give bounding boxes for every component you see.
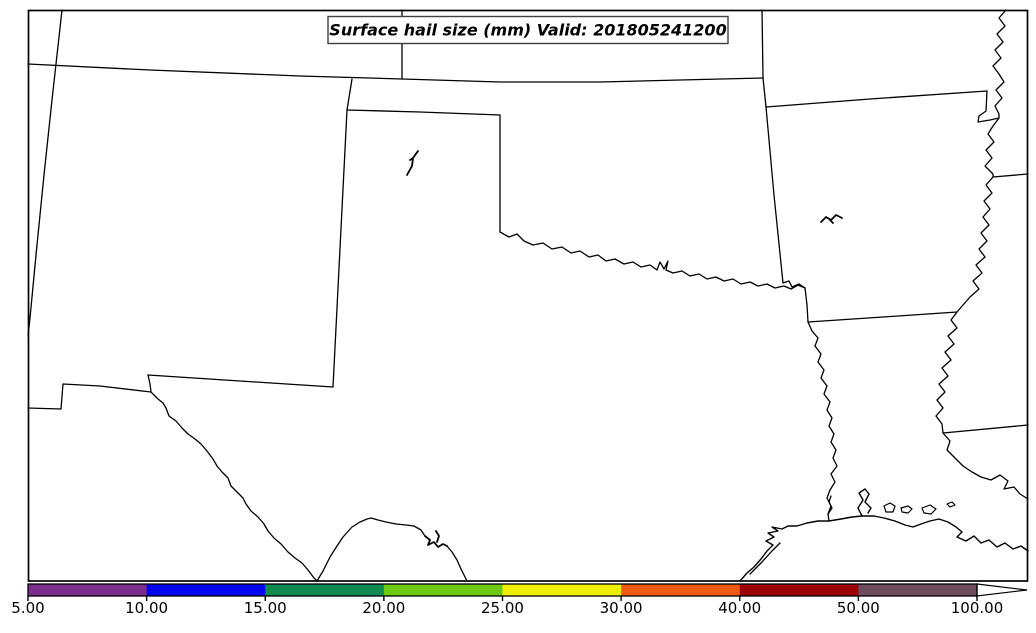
colorbar-segment — [621, 584, 741, 596]
colorbar-tick-label: 20.00 — [362, 599, 405, 617]
colorbar-segment — [265, 584, 385, 596]
lake-meredith — [406, 150, 419, 176]
mexico-border-nm-bootheel — [27, 383, 152, 410]
oklahoma-east-border — [765, 106, 806, 289]
colorbar-tick-label: 5.00 — [11, 599, 44, 617]
amistad-reservoir — [424, 530, 448, 548]
arkansas-lake — [820, 214, 843, 224]
colorbar: 5.00 10.00 15.00 20.00 25.00 30.00 40.00 50.00 1… — [11, 583, 1028, 617]
colorbar-tick-label: 15.00 — [244, 599, 287, 617]
sabine-river-tx-la-border — [807, 321, 838, 522]
colorbar-segment — [502, 584, 622, 596]
colorbar-segment — [146, 584, 266, 596]
map-frame — [27, 9, 1029, 582]
state-border-az-nm — [27, 9, 63, 337]
colorbar-segment — [858, 584, 978, 596]
red-river-border — [499, 231, 806, 290]
state-border-la-ms-31n — [942, 424, 1029, 434]
vermilion-bay — [921, 504, 937, 515]
state-border-mo-ar — [765, 90, 988, 108]
state-border-nm-tx-32n — [147, 374, 334, 388]
colorbar-tick-label: 100.00 — [951, 599, 1004, 617]
colorbar-segment — [739, 584, 859, 596]
barrier-islands — [749, 542, 781, 575]
state-border-37n-parallel — [27, 63, 764, 83]
state-border-tn-ms-35n — [992, 173, 1029, 178]
texas-arkansas-border — [804, 287, 809, 323]
calcasieu-lake — [883, 502, 896, 513]
colorbar-tick-label: 10.00 — [125, 599, 168, 617]
plot-title: Surface hail size (mm) Valid: 2018052412… — [329, 21, 726, 40]
coastal-island — [946, 501, 956, 508]
state-border-ar-la-33n — [807, 311, 958, 323]
colorbar-segment — [28, 584, 148, 596]
mississippi-river — [935, 9, 1029, 500]
sabine-lake — [827, 495, 833, 515]
colorbar-tick-label: 50.00 — [837, 599, 880, 617]
colorbar-tick-label: 25.00 — [481, 599, 524, 617]
colorbar-segment — [383, 584, 504, 596]
texas-panhandle-north-border — [346, 109, 501, 116]
state-border-ks-mo — [761, 9, 767, 108]
state-border-nm-east — [332, 78, 353, 388]
colorbar-over-arrow — [976, 583, 1028, 597]
gulf-coastline — [739, 515, 1029, 582]
title-box — [327, 15, 729, 45]
colorbar-tick-label: 30.00 — [600, 599, 643, 617]
missouri-bootheel-border — [977, 90, 1000, 123]
colorbar-tick-label: 40.00 — [718, 599, 761, 617]
rio-grande-border — [147, 374, 468, 582]
galveston-bay — [857, 488, 872, 517]
white-lake — [900, 505, 913, 514]
